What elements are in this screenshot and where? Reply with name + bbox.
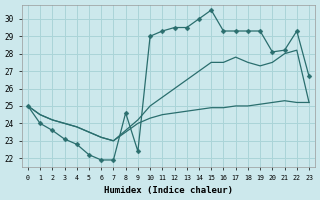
X-axis label: Humidex (Indice chaleur): Humidex (Indice chaleur) (104, 186, 233, 195)
